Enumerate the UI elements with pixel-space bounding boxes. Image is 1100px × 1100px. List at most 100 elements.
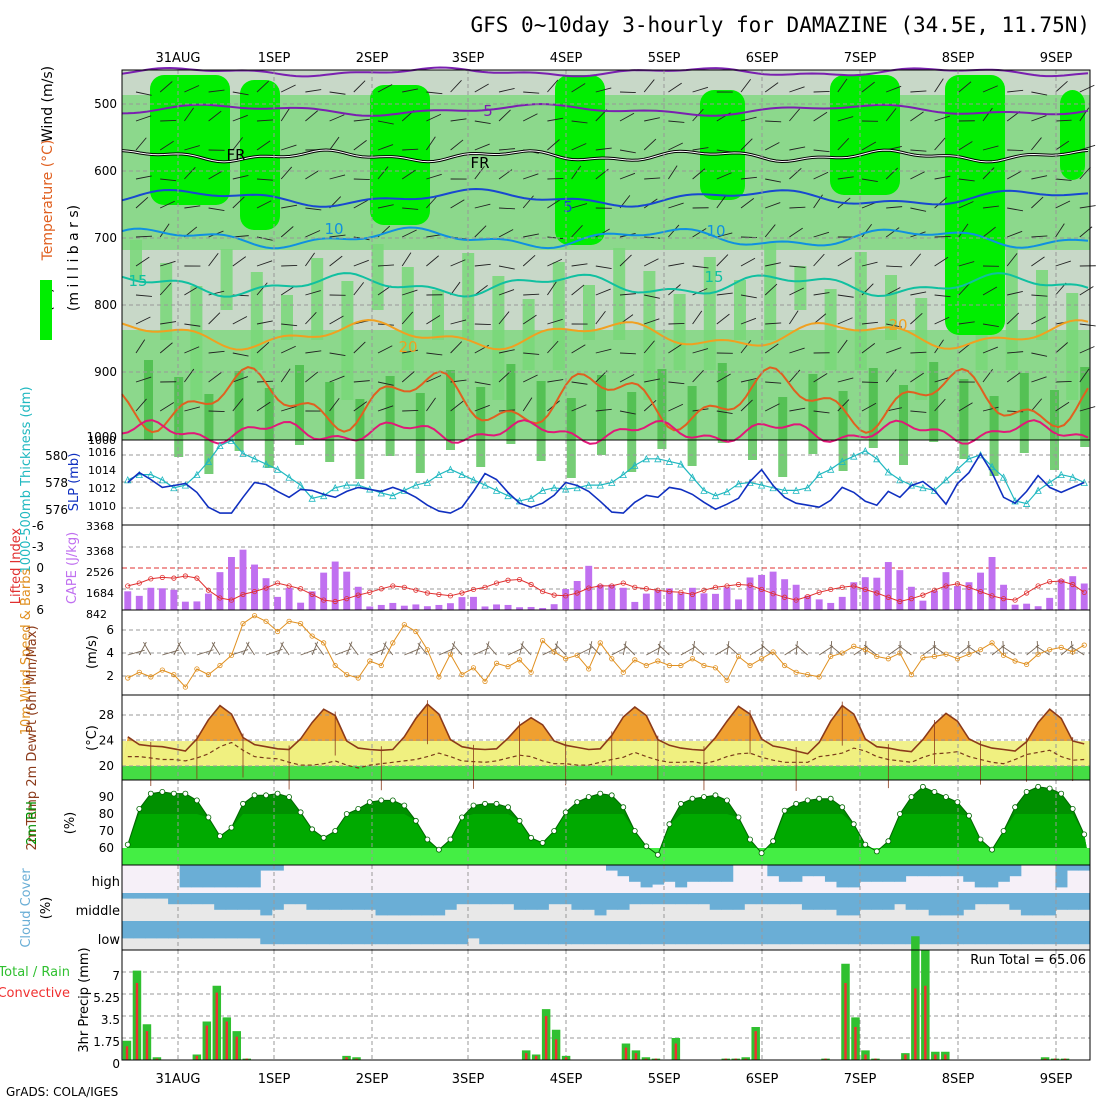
wind-speed-point bbox=[424, 647, 430, 653]
wind-barb bbox=[571, 284, 585, 296]
wind-speed-point bbox=[367, 658, 373, 664]
cloud-cell bbox=[871, 893, 884, 910]
wind-barb bbox=[135, 256, 150, 267]
cloud-cell bbox=[640, 893, 653, 905]
wind-barb bbox=[716, 292, 733, 296]
wind-barb bbox=[886, 265, 903, 268]
rh-point bbox=[389, 797, 396, 804]
rh-point bbox=[505, 804, 511, 811]
slp-ytick: 1016 bbox=[88, 446, 116, 459]
rh-moist-column bbox=[929, 362, 939, 442]
wind-barb bbox=[305, 252, 315, 267]
rh-moist-column bbox=[673, 294, 686, 370]
lifted-index-point bbox=[459, 590, 465, 596]
wind-barb bbox=[159, 402, 175, 412]
upper-ytick: 1000 bbox=[86, 430, 117, 444]
cloud-cell bbox=[905, 893, 918, 910]
wind-barb bbox=[934, 197, 947, 209]
wind-barb bbox=[402, 88, 418, 93]
wind-barb bbox=[329, 352, 346, 356]
thickness-point bbox=[204, 457, 213, 465]
wind-barb bbox=[789, 227, 803, 238]
wind-barb bbox=[401, 311, 414, 325]
wind-barb bbox=[765, 322, 782, 325]
rh-point bbox=[620, 804, 627, 811]
wind-barb bbox=[1031, 256, 1045, 267]
wind-barb bbox=[184, 205, 201, 209]
wind-barb bbox=[910, 171, 925, 180]
wind-barb bbox=[692, 265, 709, 269]
cloud-cell bbox=[1009, 921, 1022, 945]
thickness-point bbox=[585, 481, 593, 489]
wind-barb bbox=[958, 402, 973, 412]
wind-barb bbox=[547, 379, 564, 383]
rh-point bbox=[470, 802, 477, 809]
wind-barb bbox=[547, 79, 559, 93]
rh-point bbox=[689, 795, 696, 802]
cloud-cell bbox=[317, 893, 330, 910]
precip-convective-bar bbox=[245, 1058, 248, 1060]
wind-barb bbox=[281, 345, 296, 354]
thickness-ylabel: 1000-500mb Thickness (dm) bbox=[19, 386, 34, 573]
wind-barb bbox=[886, 85, 902, 93]
precip-convective-bar bbox=[674, 1043, 678, 1060]
cloud-cell bbox=[317, 921, 330, 945]
cape-bar bbox=[274, 596, 282, 610]
thickness-point bbox=[919, 483, 927, 492]
rh-point bbox=[493, 800, 500, 807]
wind-barb bbox=[329, 91, 346, 95]
cloud-cell bbox=[191, 893, 204, 905]
thickness-point bbox=[619, 470, 627, 479]
thickness-point bbox=[608, 478, 616, 486]
wind-speed-point bbox=[851, 643, 857, 649]
cloud-cell bbox=[156, 893, 169, 899]
lifted-index-point bbox=[632, 584, 638, 590]
cloud-cell bbox=[813, 865, 826, 877]
thickness-point bbox=[631, 461, 639, 469]
wind-speed-point bbox=[689, 656, 696, 662]
lifted-index-point bbox=[228, 597, 235, 603]
wind-barb bbox=[353, 380, 370, 383]
cloud-cell bbox=[444, 921, 457, 945]
wind-barb bbox=[143, 641, 152, 656]
wind-barb bbox=[1079, 205, 1096, 209]
cloud-cell bbox=[387, 893, 400, 916]
upper-ylabel-temp: Temperature (°C) bbox=[40, 140, 56, 262]
wind-barb bbox=[160, 120, 177, 122]
cape-bar bbox=[470, 596, 477, 610]
cape-bar bbox=[458, 597, 466, 610]
wind-barb bbox=[329, 375, 345, 383]
wind-barb bbox=[498, 207, 516, 210]
wind-barb bbox=[1079, 323, 1096, 327]
rh-point bbox=[920, 783, 926, 790]
wind-barb bbox=[982, 85, 998, 93]
cloud-cell bbox=[951, 921, 964, 945]
cape-bar bbox=[550, 604, 558, 610]
cloud-cell bbox=[986, 893, 999, 905]
cloud-cell bbox=[225, 893, 238, 910]
cloud-cell bbox=[202, 893, 215, 905]
lifted-index-point bbox=[482, 584, 488, 590]
wind-barb bbox=[450, 80, 462, 93]
rh-moist-column bbox=[717, 363, 727, 443]
wind-barb bbox=[281, 144, 297, 151]
lifted-index-point bbox=[574, 590, 580, 596]
wind-speed-point bbox=[839, 650, 845, 656]
wind-barb bbox=[692, 310, 703, 325]
cape-bar bbox=[723, 587, 731, 610]
thickness-point bbox=[481, 481, 489, 489]
wind-barb bbox=[523, 233, 539, 238]
wind-barb bbox=[813, 149, 830, 153]
cloud-cell bbox=[974, 893, 987, 905]
wind-barb bbox=[1031, 352, 1048, 357]
cape-bar bbox=[423, 606, 431, 610]
contour-label: 15 bbox=[704, 268, 723, 286]
wind-barb bbox=[726, 641, 730, 656]
cloud-level-label: low bbox=[98, 933, 121, 948]
lifted-index-point bbox=[540, 588, 546, 595]
wind-speed-point bbox=[321, 640, 327, 646]
wind-speed-point bbox=[782, 662, 788, 669]
rh-point bbox=[735, 814, 742, 821]
cloud-cell bbox=[225, 921, 238, 939]
wind-barb bbox=[280, 107, 291, 122]
